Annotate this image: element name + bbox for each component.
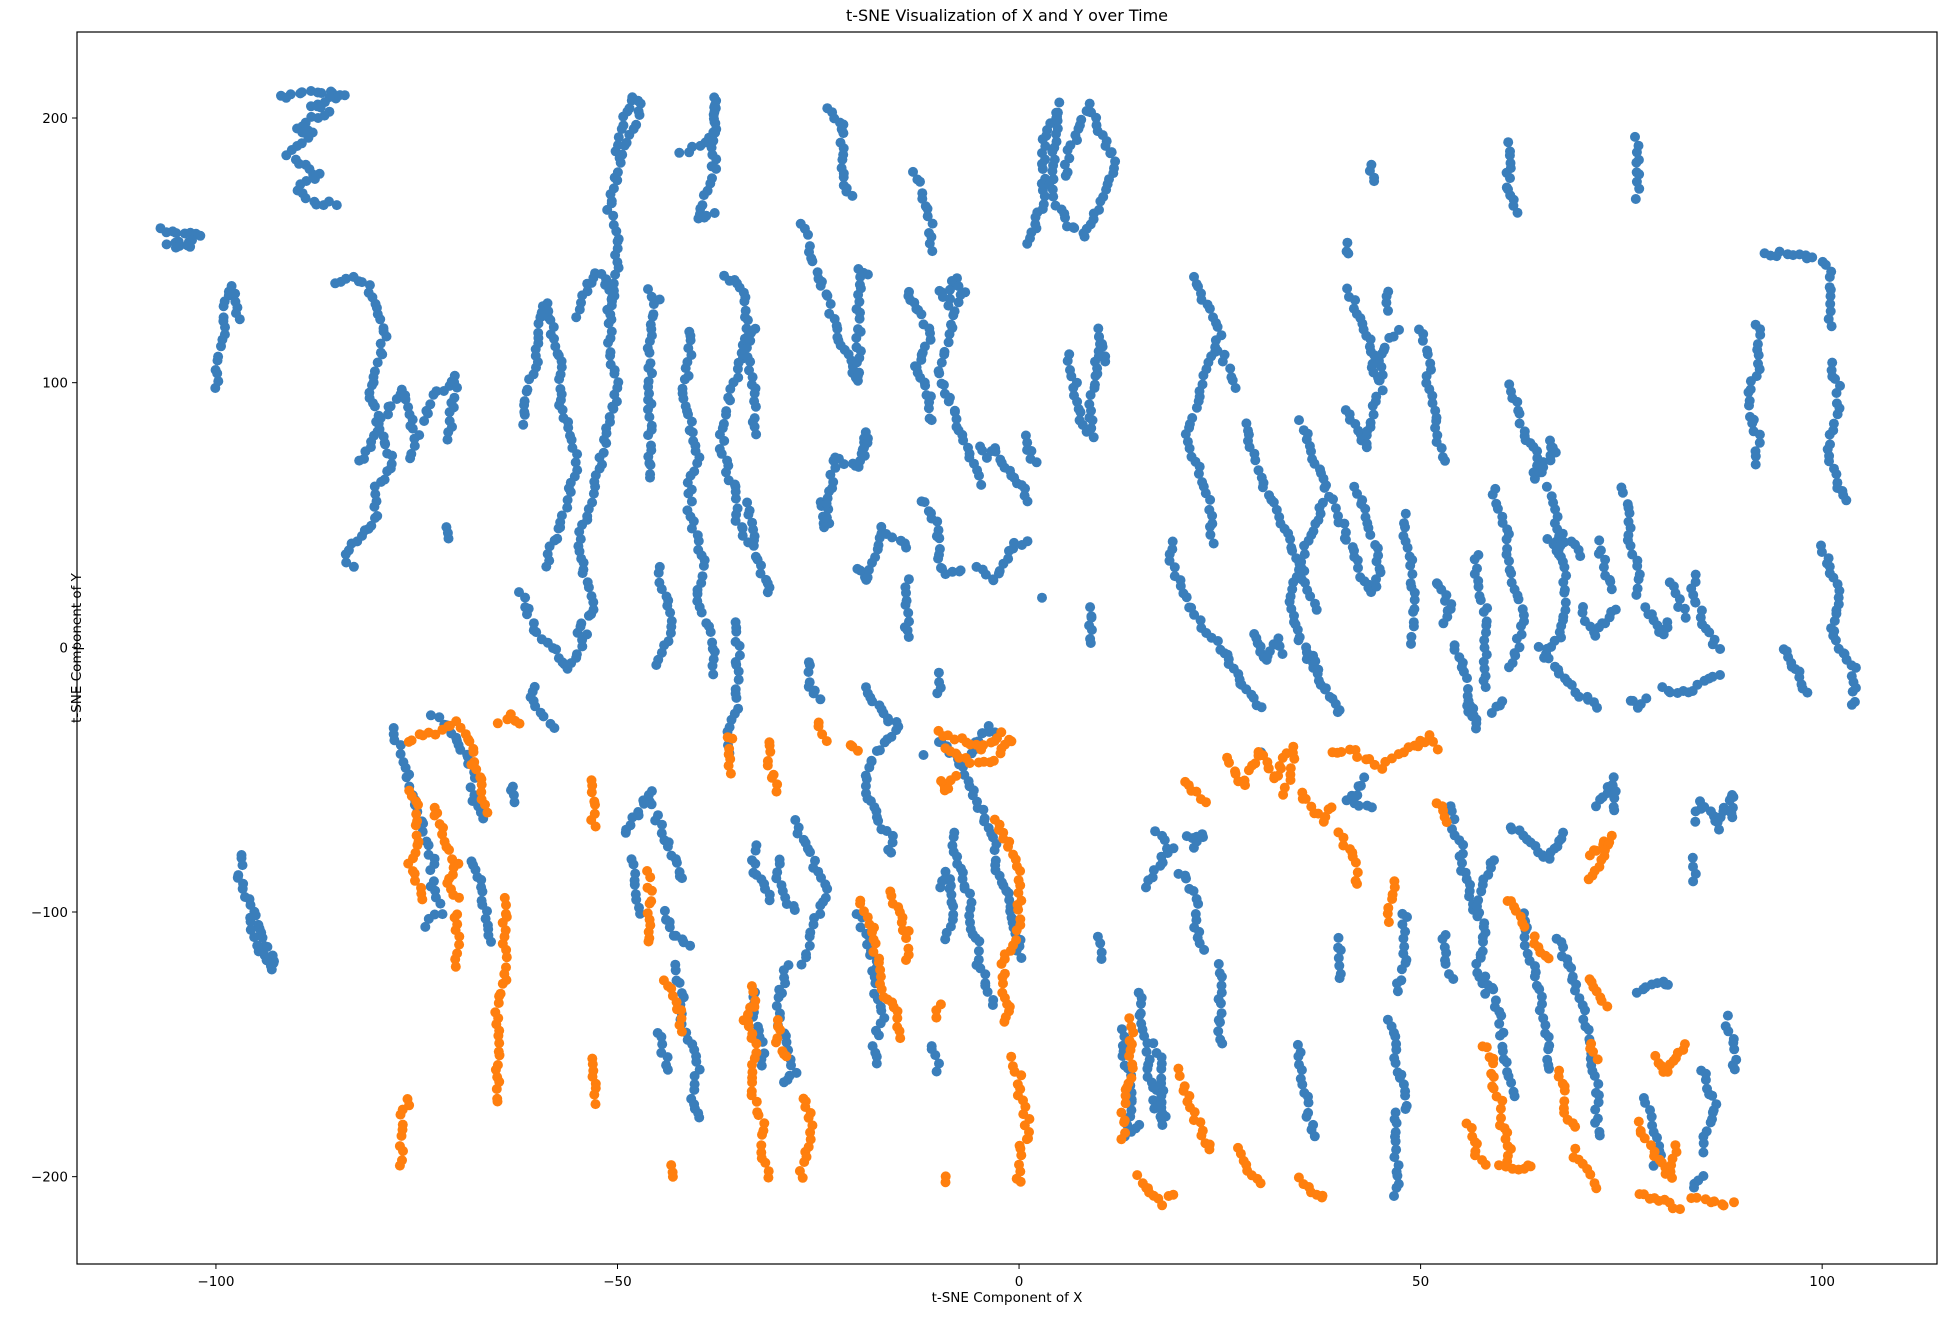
data-points xyxy=(155,86,1861,1215)
y-tick-label: 0 xyxy=(59,640,68,656)
chart-title: t-SNE Visualization of X and Y over Time xyxy=(845,6,1169,25)
series-orange xyxy=(394,709,1739,1215)
y-tick-label: −100 xyxy=(31,905,68,921)
y-tick-label: 100 xyxy=(42,376,68,392)
x-axis-label: t-SNE Component of X xyxy=(931,1290,1083,1306)
y-tick-label: 200 xyxy=(42,111,68,127)
x-tick-label: −50 xyxy=(603,1274,632,1290)
axes-frame xyxy=(76,31,1938,1265)
x-tick-label: 100 xyxy=(1809,1274,1835,1290)
x-tick-label: 0 xyxy=(1015,1274,1024,1290)
x-axis-ticks: −100 −50 0 50 100 xyxy=(197,1264,1835,1290)
series-blue xyxy=(155,86,1861,1201)
y-axis-ticks: −200 −100 0 100 200 xyxy=(31,111,77,1186)
x-tick-label: −100 xyxy=(197,1274,234,1290)
x-tick-label: 50 xyxy=(1412,1274,1429,1290)
y-tick-label: −200 xyxy=(31,1170,68,1186)
y-axis-label: t-SNE Component of Y xyxy=(68,573,85,723)
